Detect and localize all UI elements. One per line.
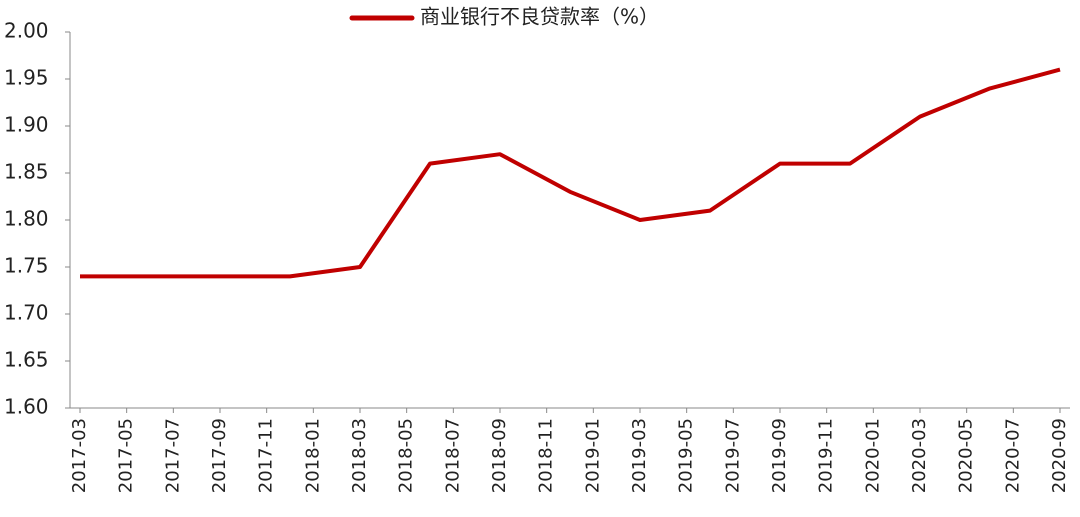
x-tick-label: 2020-07 (1002, 418, 1023, 493)
x-tick-label: 2020-05 (956, 418, 977, 493)
y-tick-label: 1.75 (4, 254, 49, 278)
x-tick-label: 2018-05 (396, 418, 417, 493)
y-tick-label: 1.70 (4, 301, 49, 325)
y-tick-label: 1.80 (4, 207, 49, 231)
x-tick-label: 2019-03 (629, 418, 650, 493)
x-tick-label: 2018-07 (442, 418, 463, 493)
x-tick-label: 2019-01 (582, 418, 603, 493)
x-tick-label: 2019-11 (816, 418, 837, 493)
y-tick-label: 1.60 (4, 395, 49, 419)
legend-label: 商业银行不良贷款率（%） (420, 5, 659, 29)
x-tick-label: 2018-09 (489, 418, 510, 493)
x-tick-label: 2019-09 (769, 418, 790, 493)
x-tick-label: 2017-09 (209, 418, 230, 493)
y-tick-label: 1.85 (4, 160, 49, 184)
x-tick-label: 2018-03 (349, 418, 370, 493)
y-tick-label: 2.00 (4, 19, 49, 43)
x-tick-label: 2017-11 (256, 418, 277, 493)
x-tick-label: 2019-07 (722, 418, 743, 493)
x-tick-label: 2018-11 (536, 418, 557, 493)
x-tick-label: 2017-03 (69, 418, 90, 493)
x-tick-label: 2017-05 (116, 418, 137, 493)
x-tick-label: 2020-03 (909, 418, 930, 493)
y-tick-label: 1.95 (4, 66, 49, 90)
y-tick-label: 1.65 (4, 348, 49, 372)
x-tick-label: 2020-01 (862, 418, 883, 493)
y-tick-label: 1.90 (4, 113, 49, 137)
x-tick-label: 2019-05 (676, 418, 697, 493)
x-tick-label: 2017-07 (162, 418, 183, 493)
x-tick-label: 2020-09 (1049, 418, 1070, 493)
x-tick-label: 2018-01 (302, 418, 323, 493)
line (80, 67, 1061, 279)
